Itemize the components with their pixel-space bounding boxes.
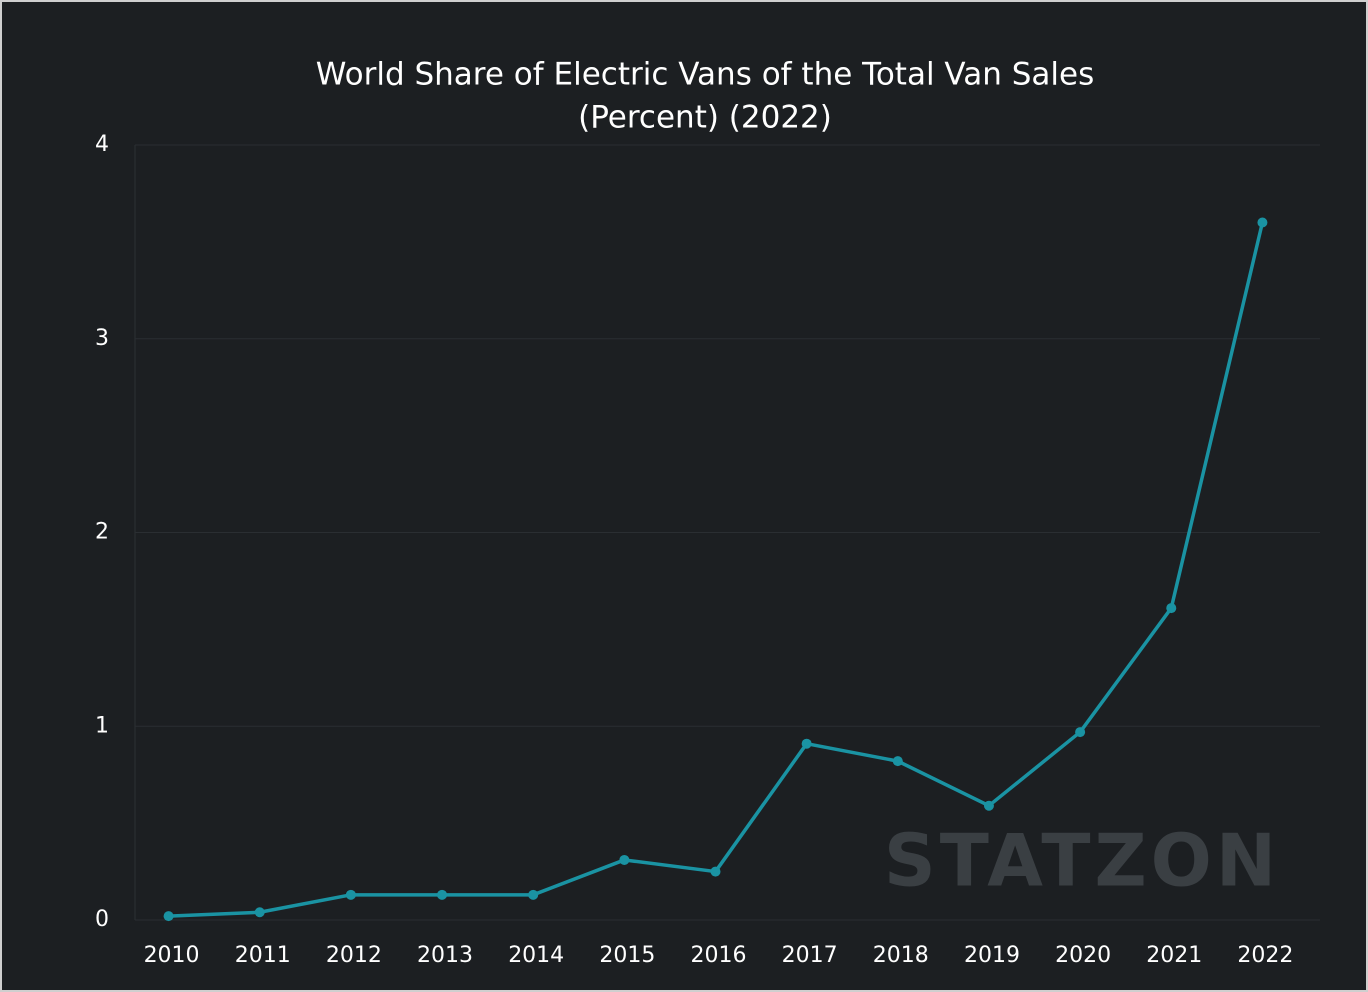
x-tick-label: 2015	[599, 943, 655, 968]
data-point	[892, 756, 903, 767]
data-point	[437, 889, 448, 900]
chart-title: World Share of Electric Vans of the Tota…	[316, 57, 1094, 93]
y-tick-label: 0	[95, 907, 109, 932]
x-tick-label: 2012	[326, 943, 382, 968]
watermark: STATZON	[884, 819, 1280, 903]
y-tick-label: 2	[95, 520, 109, 545]
data-point	[528, 889, 539, 900]
data-point	[1166, 603, 1177, 614]
x-tick-label: 2021	[1146, 943, 1202, 968]
x-tick-label: 2010	[144, 943, 200, 968]
x-tick-label: 2016	[691, 943, 747, 968]
data-point	[1075, 727, 1086, 738]
data-point	[1257, 217, 1268, 228]
data-point	[710, 866, 721, 877]
data-point	[801, 738, 812, 749]
data-point	[619, 854, 630, 865]
x-tick-label: 2014	[508, 943, 564, 968]
x-tick-label: 2017	[782, 943, 838, 968]
x-tick-label: 2020	[1055, 943, 1111, 968]
data-point	[345, 889, 356, 900]
x-tick-label: 2013	[417, 943, 473, 968]
y-tick-label: 3	[95, 326, 109, 351]
x-tick-label: 2019	[964, 943, 1020, 968]
x-tick-label: 2022	[1237, 943, 1293, 968]
y-tick-label: 1	[95, 713, 109, 738]
y-tick-label: 4	[95, 132, 109, 157]
chart-subtitle: (Percent) (2022)	[578, 100, 832, 136]
data-point	[983, 800, 994, 811]
x-tick-label: 2011	[235, 943, 291, 968]
x-tick-label: 2018	[873, 943, 929, 968]
data-point	[163, 911, 174, 922]
data-point	[254, 907, 265, 918]
